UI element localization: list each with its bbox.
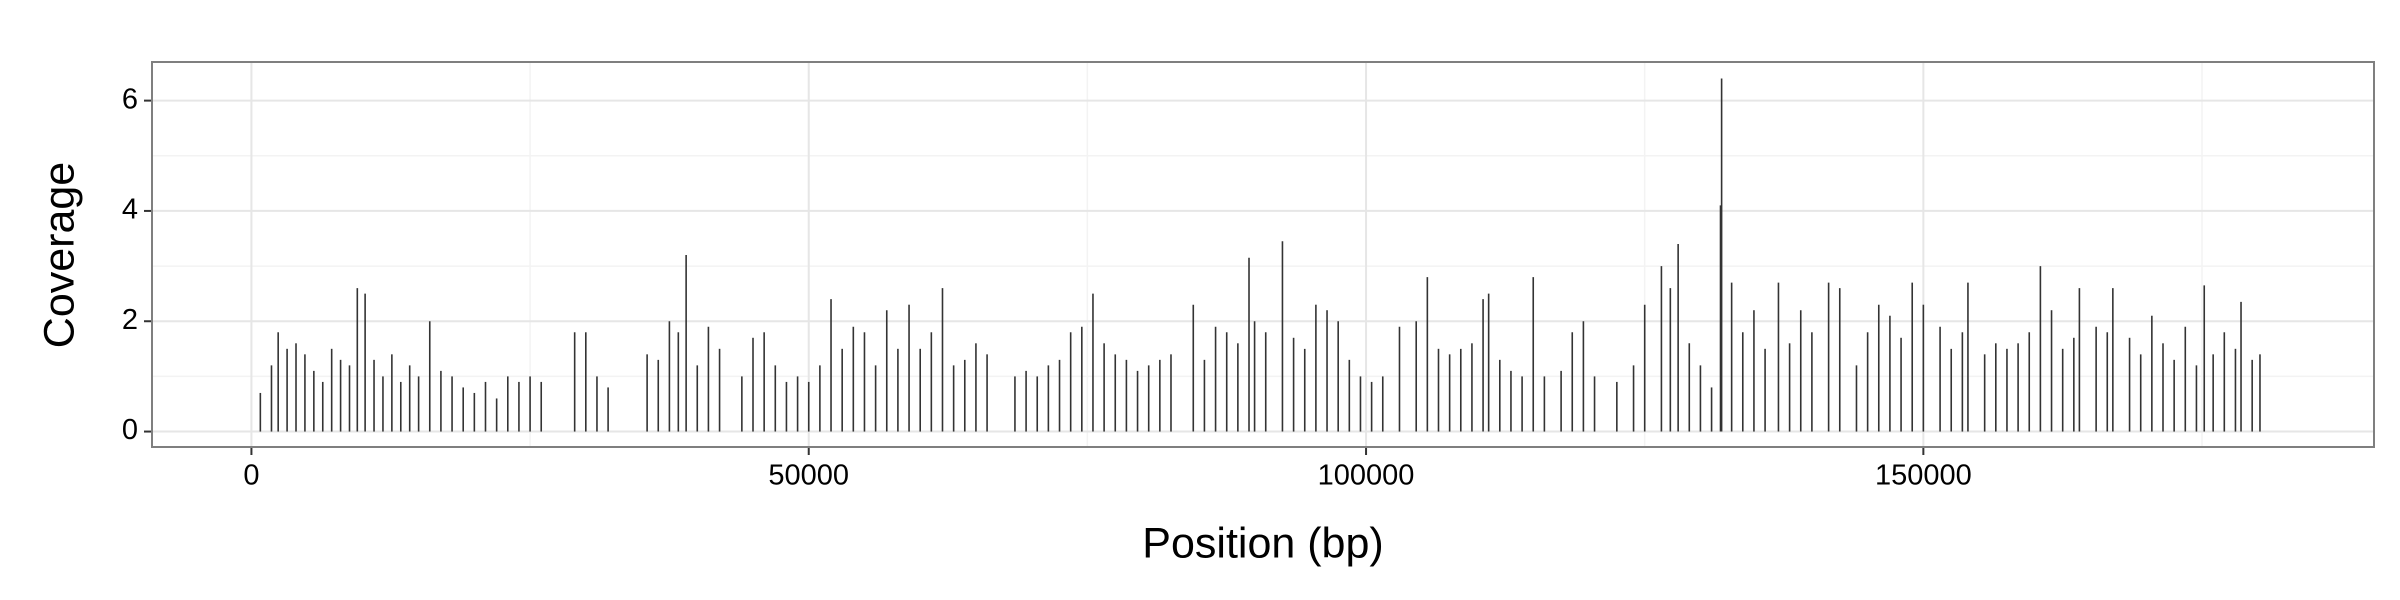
y-tick-label: 2 [122,304,138,336]
y-tick-label: 4 [122,194,138,226]
y-tick-label: 0 [122,414,138,446]
plot-border [151,61,2375,448]
y-axis-title: Coverage [35,162,83,348]
x-axis-title: Position (bp) [1142,519,1383,567]
x-tick-label: 50000 [768,460,849,492]
x-tick-label: 150000 [1875,460,1972,492]
y-tick-label: 6 [122,83,138,115]
x-tick-label: 100000 [1318,460,1415,492]
x-tick-label: 0 [243,460,259,492]
